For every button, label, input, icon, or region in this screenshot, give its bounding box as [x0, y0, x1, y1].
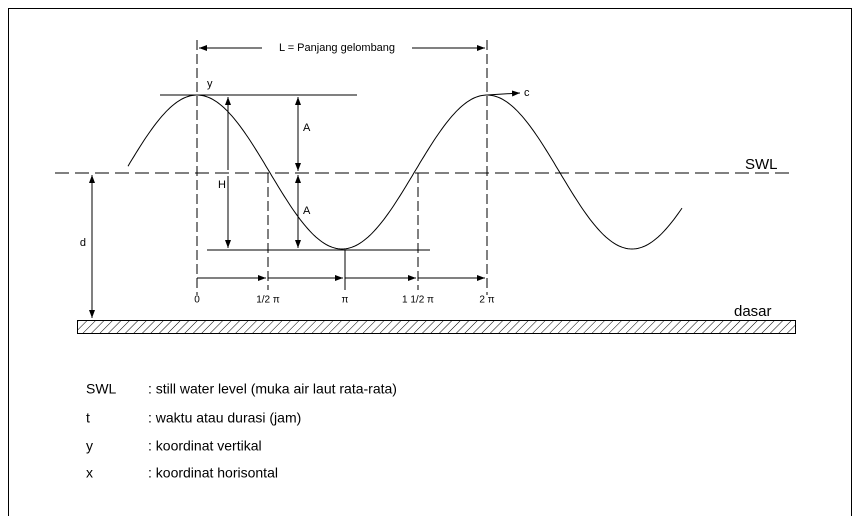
- celerity-label: c: [524, 87, 530, 99]
- frame: [8, 8, 852, 516]
- legend-term: t: [86, 410, 90, 426]
- wave: [127, 94, 683, 250]
- legend-definition: : waktu atau durasi (jam): [148, 410, 301, 426]
- celerity-arrow: [486, 90, 521, 97]
- amplitude-label: A: [303, 205, 311, 217]
- phase-label: π: [342, 295, 349, 306]
- legend-term: SWL: [86, 381, 117, 397]
- phase-label: 2 π: [479, 295, 494, 306]
- legend-term: x: [86, 465, 93, 481]
- sea-bed: [77, 320, 796, 334]
- y-axis-label: y: [207, 78, 213, 90]
- height-label: H: [218, 179, 226, 191]
- phase-label: 0: [194, 295, 200, 306]
- phase-label: 1 1/2 π: [402, 295, 434, 306]
- legend-term: y: [86, 438, 93, 454]
- amplitude-label: A: [303, 122, 311, 134]
- label-bg: [262, 40, 412, 56]
- wavelength-label: L = Panjang gelombang: [279, 42, 395, 54]
- legend-definition: : koordinat horisontal: [148, 465, 278, 481]
- bed-label: dasar: [734, 303, 772, 320]
- swl-label: SWL: [745, 156, 778, 173]
- legend-definition: : still water level (muka air laut rata-…: [148, 381, 397, 397]
- phase-label: 1/2 π: [256, 295, 280, 306]
- depth-label: d: [80, 237, 86, 249]
- legend-definition: : koordinat vertikal: [148, 438, 262, 454]
